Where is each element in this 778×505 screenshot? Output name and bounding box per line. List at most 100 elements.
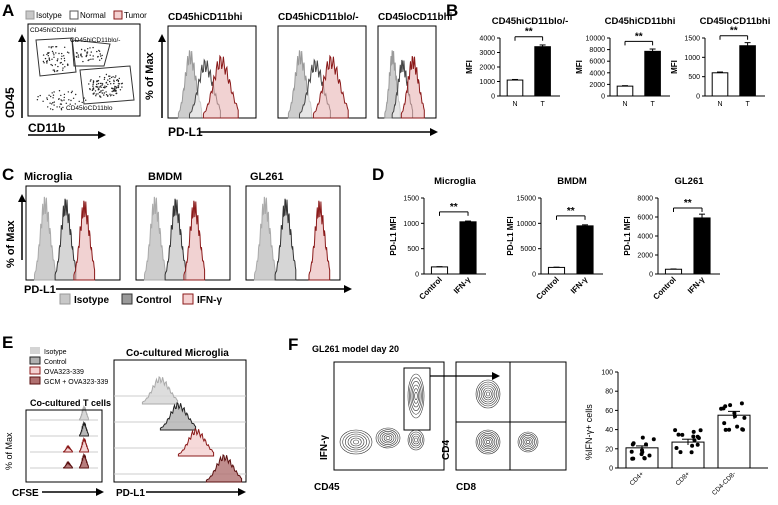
f-contour-cluster [410, 380, 422, 411]
f-scatter-point [722, 421, 727, 426]
a-dot [52, 97, 54, 99]
panel-a: A Isotype Normal Tumor CD45hiCD11bhi CD4… [2, 1, 453, 139]
d-ylabel: PD-L1 MFI [623, 216, 632, 255]
f-scatter-point [692, 438, 697, 443]
f-scatter-point [630, 456, 635, 461]
f-scatter-point [728, 403, 733, 408]
panel-e-letter: E [2, 333, 13, 352]
a-dot [84, 50, 86, 52]
a-dot [110, 83, 112, 85]
b-chart-1: CD45hiCD11bhi 0 2000 4000 6000 8000 10000 MFI N T… [575, 16, 675, 108]
f-scatter-point [673, 428, 678, 433]
b-y-tick-label: 0 [491, 94, 495, 101]
f-scatter-point [674, 446, 679, 450]
f-scatter-tick-label: 100 [601, 370, 613, 377]
f-title: GL261 model day 20 [312, 344, 399, 354]
a-dot [51, 103, 53, 105]
f-contour-cluster [342, 431, 370, 453]
a-histograms [167, 25, 437, 119]
e-left-peak-small [63, 460, 73, 469]
e-right-x-arrowhead [238, 488, 246, 496]
a-dot [110, 76, 113, 79]
a-hist-title-3: CD45loCD11bhi [378, 12, 453, 23]
a-dot [93, 92, 95, 94]
a-dot [105, 85, 108, 88]
f-scatter-point [696, 436, 701, 440]
d-y-tick-label: 1500 [403, 196, 419, 203]
c-hist-isotype [33, 196, 56, 281]
a-dot [114, 85, 116, 88]
f-contour-cluster [352, 439, 359, 445]
a-hist-tumor [202, 54, 239, 119]
f-contour-cluster [475, 379, 501, 409]
a-dot [89, 88, 91, 90]
f-contour-cluster [520, 434, 535, 449]
a-dot [55, 52, 57, 54]
f-scatter-point [719, 406, 724, 411]
b-category-label: N [512, 101, 517, 108]
a-dot [90, 58, 92, 60]
f-contour-cluster [385, 435, 391, 440]
f-plot1-xlabel: CD45 [314, 482, 340, 493]
a-dot [99, 59, 101, 61]
d-category-label: Control [651, 275, 677, 301]
d-chart-2: GL261 0 2000 4000 6000 8000 PD-L1 MFI Control IF… [623, 176, 720, 302]
b-category-label: N [622, 101, 627, 108]
a-dot [102, 86, 105, 89]
b-chart-0: CD45hiCD11blo/- 0 1000 2000 3000 4000 MFI N T ** [465, 16, 568, 108]
a-dot [91, 89, 94, 92]
c-hist-control [164, 198, 187, 281]
f-contour-cluster [412, 388, 419, 404]
a-dot [58, 52, 60, 55]
f-contour-cluster [408, 377, 423, 415]
f-contour-cluster [410, 433, 422, 447]
b-y-tick-label: 6000 [589, 59, 605, 66]
f-scatter-point [678, 450, 683, 455]
f-contour-cluster [479, 433, 497, 451]
a-dot [67, 64, 69, 67]
e-left-peak [79, 421, 89, 437]
a-dot [63, 57, 66, 60]
a-dot [81, 101, 83, 104]
f-scatter-point [640, 448, 644, 453]
e-right-peak [159, 401, 197, 431]
a-dot [53, 104, 55, 106]
a-dot [92, 87, 95, 89]
a-dot [88, 59, 90, 61]
b-bar-t [739, 45, 756, 97]
f-scatter-point [629, 449, 634, 454]
a-hist-tumor [312, 54, 349, 119]
d-y-tick-label: 2000 [637, 253, 653, 260]
a-dot [103, 76, 106, 79]
b-y-tick-label: 500 [688, 74, 700, 81]
f-scatter-category: CD4+ [629, 470, 646, 487]
a-dot [100, 96, 102, 98]
f-contour-cluster [350, 437, 362, 447]
c-hist-ifng [73, 200, 96, 281]
f-contour-cluster [484, 389, 492, 399]
a-dot [59, 62, 61, 64]
c-x-arrowhead [344, 285, 352, 293]
legend-isotype-swatch [25, 10, 35, 20]
a-hist-y-arrowhead [158, 34, 166, 42]
a-dot [62, 69, 64, 71]
d-y-tick-label: 1000 [403, 221, 419, 228]
f-contour-cluster [379, 430, 397, 445]
a-dot [78, 100, 80, 103]
a-dot [61, 52, 63, 55]
a-dot [62, 106, 64, 109]
a-dot [97, 93, 99, 95]
a-dot [42, 54, 45, 56]
a-dot [100, 90, 102, 92]
c-legend-isotype-swatch [59, 293, 71, 305]
f-scatter-point [742, 415, 747, 420]
d-bar-ifn [693, 217, 711, 275]
a-hist-title-1: CD45hiCD11bhi [168, 12, 243, 23]
a-dot [47, 52, 49, 54]
b-bar-n [711, 72, 729, 97]
e-left-x-arrowhead [96, 488, 104, 496]
a-dot [49, 102, 51, 104]
a-dot [111, 94, 113, 96]
a-dot [51, 50, 54, 53]
c-title-3: GL261 [250, 171, 284, 183]
